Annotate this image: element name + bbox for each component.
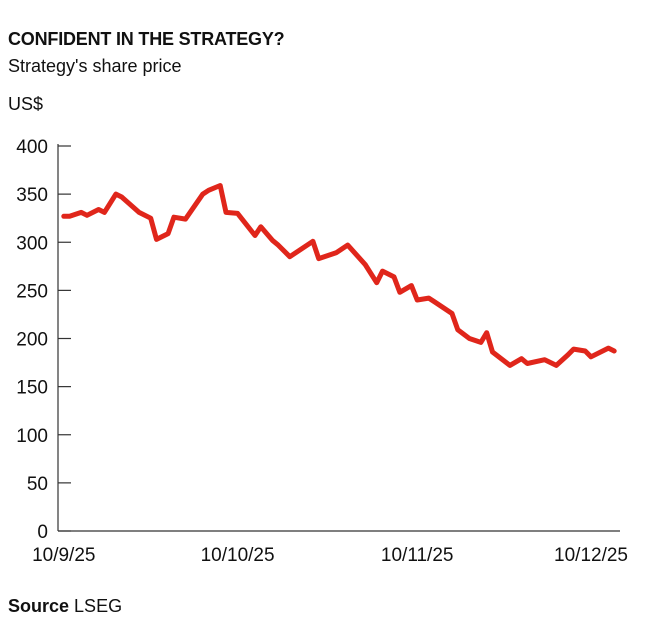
source-label: Source — [8, 596, 70, 616]
y-tick-label: 0 — [37, 522, 48, 543]
share-price-line — [61, 183, 617, 368]
x-tick-label: 10/9/25 — [32, 545, 95, 566]
source-value: LSEG — [74, 596, 123, 616]
x-tick-label: 10/11/25 — [381, 545, 454, 566]
chart-subtitle: Strategy's share price — [8, 56, 182, 76]
x-tick-label: 10/10/25 — [201, 545, 275, 566]
chart-title: CONFIDENT IN THE STRATEGY? — [8, 29, 285, 49]
y-tick-label: 300 — [16, 233, 48, 254]
y-tick-label: 200 — [16, 330, 48, 351]
source-note: Source LSEG — [8, 596, 122, 617]
y-tick-label: 100 — [16, 426, 48, 447]
y-tick-label: 400 — [16, 137, 48, 158]
y-tick-label: 250 — [16, 281, 48, 302]
y-tick-label: 150 — [16, 378, 48, 399]
y-tick-label: 350 — [16, 185, 48, 206]
x-tick-label: 10/12/25 — [554, 545, 628, 566]
y-axis-label: US$ — [8, 94, 44, 114]
y-tick-label: 50 — [27, 474, 48, 495]
